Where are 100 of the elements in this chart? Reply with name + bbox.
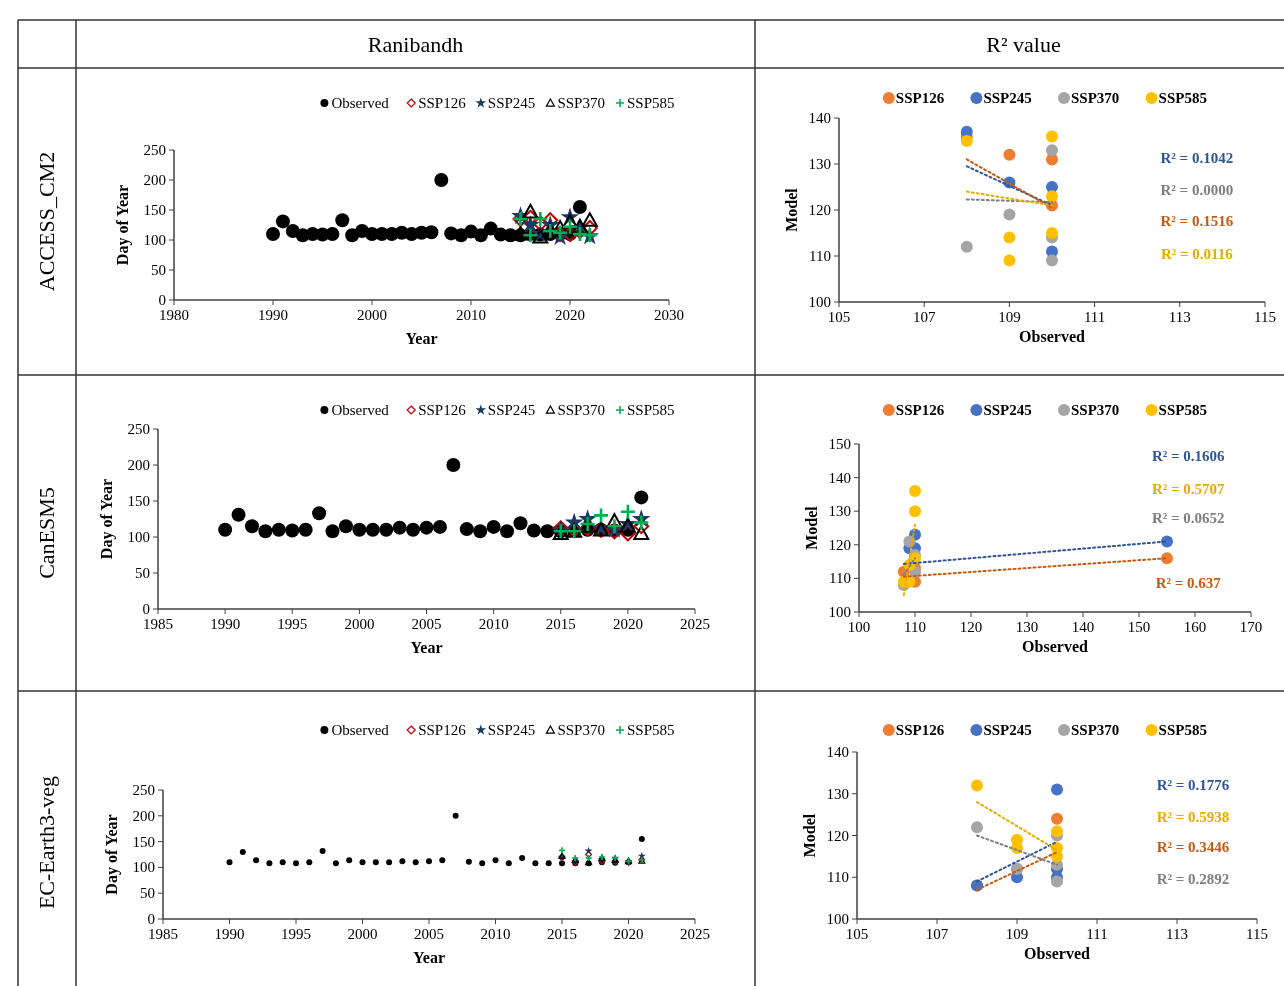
- y-axis-title: Day of Year: [98, 478, 116, 560]
- y-tick-label: 250: [127, 421, 150, 437]
- x-tick-label: 111: [1083, 309, 1106, 325]
- x-axis-title: Year: [410, 639, 443, 656]
- y-tick-label: 50: [151, 262, 166, 278]
- x-axis-title: Observed: [1022, 638, 1088, 655]
- legend-label: SSP370: [557, 402, 605, 418]
- y-tick-label: 120: [826, 827, 849, 844]
- legend-label: SSP585: [627, 722, 675, 738]
- y-tick-label: 50: [140, 885, 155, 902]
- y-tick-label: 200: [127, 457, 150, 473]
- y-tick-label: 200: [143, 172, 166, 188]
- legend-label: SSP370: [557, 722, 605, 738]
- y-tick-label: 140: [828, 469, 851, 486]
- legend-label: SSP245: [487, 402, 536, 418]
- x-tick-label: 1985: [148, 926, 178, 942]
- text: R² = 0.1606: [1151, 447, 1226, 464]
- x-tick-label: 110: [904, 619, 926, 635]
- x-axis-title: Year: [405, 330, 438, 347]
- text: R² = 0.0000: [1160, 181, 1234, 198]
- x-tick-label: 1990: [210, 616, 241, 632]
- legend-label: SSP126: [895, 402, 945, 418]
- legend-label: Observed: [331, 722, 390, 738]
- x-axis-title: Year: [413, 949, 445, 966]
- x-tick-label: 2000: [344, 616, 375, 632]
- x-tick-label: 1995: [281, 926, 311, 942]
- y-tick-label: 110: [809, 248, 831, 264]
- text: R² = 0.0652: [1151, 509, 1225, 526]
- legend-label: SSP585: [1158, 402, 1207, 418]
- y-axis-title: Model: [801, 813, 818, 858]
- x-tick-label: 1995: [277, 616, 308, 632]
- y-tick-label: 100: [808, 294, 831, 310]
- x-tick-label: 2010: [478, 616, 509, 632]
- x-tick-label: 2020: [555, 307, 585, 323]
- y-tick-label: 130: [826, 785, 849, 802]
- x-tick-label: 2025: [680, 926, 710, 942]
- x-tick-label: 150: [1127, 619, 1151, 635]
- y-tick-label: 100: [132, 859, 155, 876]
- legend-label: SSP245: [983, 90, 1032, 106]
- y-tick-label: 140: [826, 744, 849, 760]
- text: R² = 0.5938: [1156, 809, 1230, 826]
- text: Ranibandh: [367, 32, 464, 57]
- x-tick-label: 107: [912, 309, 936, 325]
- y-axis-title: Day of Year: [103, 814, 121, 895]
- y-tick-label: 130: [808, 156, 831, 172]
- legend-label: SSP585: [627, 402, 675, 418]
- text: R² = 0.1042: [1160, 150, 1234, 167]
- text: R² = 0.1516: [1160, 213, 1234, 230]
- y-tick-label: 0: [147, 911, 155, 927]
- x-axis-title: Observed: [1024, 945, 1090, 962]
- text: R² value: [986, 32, 1061, 57]
- legend-label: SSP585: [1158, 90, 1207, 106]
- x-tick-label: 170: [1239, 619, 1263, 635]
- x-tick-label: 113: [1166, 926, 1188, 942]
- y-tick-label: 130: [828, 503, 851, 520]
- x-tick-label: 100: [847, 619, 871, 635]
- x-tick-label: 2010: [456, 307, 486, 323]
- y-tick-label: 0: [158, 292, 166, 308]
- legend-label: SSP370: [1071, 90, 1120, 106]
- legend-label: SSP126: [418, 95, 467, 111]
- x-tick-label: 2010: [480, 926, 511, 942]
- legend-label: SSP370: [1071, 722, 1120, 738]
- text: R² = 0.0116: [1160, 246, 1234, 263]
- x-tick-label: 2000: [357, 307, 387, 323]
- legend-label: SSP245: [487, 722, 536, 738]
- legend-label: SSP370: [557, 95, 605, 111]
- x-tick-label: 2020: [612, 616, 643, 632]
- x-axis-title: Observed: [1019, 328, 1085, 345]
- legend-label: Observed: [331, 402, 390, 418]
- legend-label: SSP245: [487, 95, 536, 111]
- x-tick-label: 1990: [214, 926, 245, 942]
- x-tick-label: 2000: [347, 926, 378, 942]
- legend-label: Observed: [331, 95, 390, 111]
- x-tick-label: 113: [1168, 309, 1191, 325]
- legend-label: SSP245: [983, 402, 1032, 418]
- series-label: R² = 0.637: [1155, 575, 1222, 592]
- legend-label: SSP126: [418, 402, 467, 418]
- x-tick-label: 1990: [258, 307, 288, 323]
- x-tick-label: 130: [1015, 619, 1039, 635]
- text: EC-Earth3-veg: [34, 775, 59, 910]
- x-tick-label: 2020: [613, 926, 644, 942]
- y-tick-label: 120: [808, 202, 831, 218]
- text: R² = 0.1776: [1156, 777, 1230, 794]
- y-tick-label: 100: [127, 529, 150, 545]
- y-axis-title: Day of Year: [114, 184, 132, 266]
- legend-label: SSP245: [983, 722, 1032, 738]
- y-tick-label: 150: [127, 493, 150, 509]
- x-tick-label: 2025: [680, 616, 710, 632]
- legend-label: SSP370: [1071, 402, 1120, 418]
- y-tick-label: 110: [829, 570, 851, 587]
- x-tick-label: 105: [827, 309, 851, 325]
- legend-label: SSP585: [627, 95, 675, 111]
- y-tick-label: 150: [828, 436, 851, 452]
- x-tick-label: 2005: [411, 616, 442, 632]
- x-tick-label: 120: [959, 619, 983, 635]
- y-tick-label: 200: [132, 807, 155, 824]
- x-tick-label: 1985: [143, 616, 173, 632]
- x-tick-label: 2015: [545, 616, 576, 632]
- x-tick-label: 115: [1246, 926, 1268, 942]
- x-tick-label: 2015: [547, 926, 577, 942]
